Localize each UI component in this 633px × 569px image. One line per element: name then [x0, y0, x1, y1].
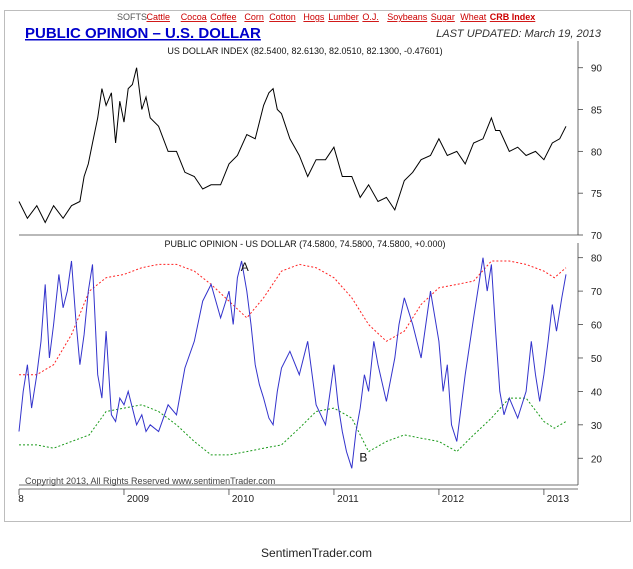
y-tick-label: 70 — [591, 231, 603, 242]
public-opinion-title: PUBLIC OPINION - US DOLLAR (74.5800, 74.… — [165, 239, 446, 249]
y-tick-label: 40 — [591, 387, 603, 398]
public-opinion-panel: PUBLIC OPINION - US DOLLAR (74.5800, 74.… — [18, 239, 603, 486]
nav-link-3[interactable]: Coffee — [210, 12, 236, 22]
y-tick-label: 70 — [591, 287, 603, 298]
y-tick-label: 80 — [591, 254, 603, 265]
lower-band-line — [19, 397, 567, 456]
x-axis: 8 2009 2010 2011 2012 2013 — [18, 488, 578, 505]
nav-link-12[interactable]: CRB Index — [490, 12, 536, 22]
public-opinion-line — [18, 257, 567, 469]
y-tick-label: 30 — [591, 421, 603, 432]
nav-link-6[interactable]: Hogs — [303, 12, 325, 22]
y-tick-label: 60 — [591, 321, 603, 332]
dollar-index-line — [18, 67, 567, 224]
nav-link-2[interactable]: Cocoa — [181, 12, 207, 22]
chart-frame: SOFTS Cattle Cocoa Coffee Corn Cotton Hogs Lumb… — [4, 10, 631, 522]
last-updated: LAST UPDATED: March 19, 2013 — [436, 28, 602, 40]
commodity-nav: SOFTS Cattle Cocoa Coffee Corn Cotton Hogs Lumb… — [117, 12, 535, 22]
nav-link-1[interactable]: Cattle — [147, 12, 171, 22]
nav-link-0: SOFTS — [117, 12, 147, 22]
x-tick-label: 2013 — [547, 494, 570, 505]
x-tick-label: 8 — [18, 494, 24, 505]
y-tick-label: 85 — [591, 106, 603, 117]
site-footer: SentimenTrader.com — [261, 546, 372, 560]
x-tick-label: 2009 — [127, 494, 150, 505]
dollar-index-panel: US DOLLAR INDEX (82.5400, 82.6130, 82.05… — [18, 41, 603, 242]
nav-link-7[interactable]: Lumber — [328, 12, 359, 22]
page-title: PUBLIC OPINION – U.S. DOLLAR — [25, 25, 261, 42]
x-tick-label: 2012 — [442, 494, 465, 505]
y-tick-label: 75 — [591, 189, 603, 200]
x-tick-label: 2010 — [232, 494, 255, 505]
y-tick-label: 90 — [591, 64, 603, 75]
x-tick-label: 2011 — [337, 494, 359, 505]
y-tick-label: 20 — [591, 454, 603, 465]
nav-link-10[interactable]: Sugar — [431, 12, 455, 22]
y-tick-label: 50 — [591, 354, 603, 365]
y-tick-label: 80 — [591, 147, 603, 158]
nav-link-9[interactable]: Soybeans — [387, 12, 428, 22]
nav-link-4[interactable]: Corn — [244, 12, 264, 22]
annotation-A: A — [241, 260, 249, 274]
chart-canvas: SOFTS Cattle Cocoa Coffee Corn Cotton Hogs Lumb… — [18, 12, 603, 505]
nav-link-11[interactable]: Wheat — [460, 12, 487, 22]
nav-link-8[interactable]: O.J. — [362, 12, 379, 22]
dollar-index-title: US DOLLAR INDEX (82.5400, 82.6130, 82.05… — [167, 46, 442, 56]
annotation-B: B — [359, 451, 367, 465]
nav-link-5[interactable]: Cotton — [269, 12, 296, 22]
copyright-note: Copyright 2013, All Rights Reserved www.… — [25, 476, 275, 486]
